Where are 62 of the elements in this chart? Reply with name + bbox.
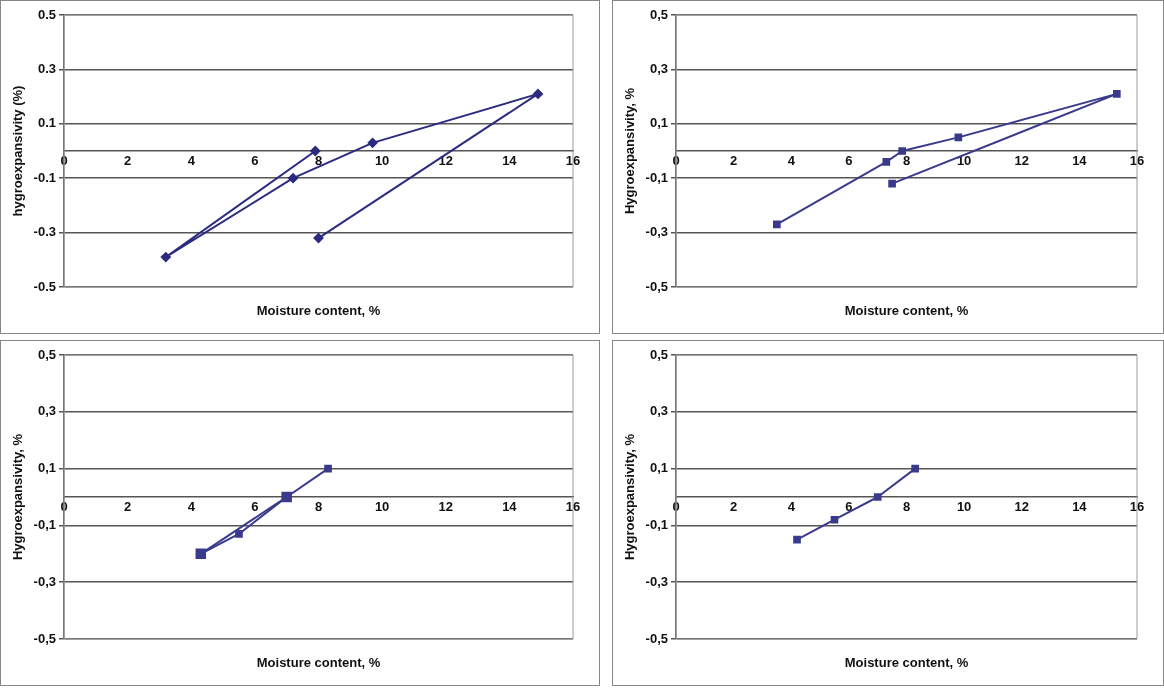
y-tick-label: -0,3 (33, 573, 56, 589)
x-tick-label: 2 (124, 153, 132, 169)
y-tick-label: 0,3 (37, 403, 56, 419)
x-tick-label: 6 (845, 153, 853, 169)
y-tick-label: -0,5 (645, 278, 668, 294)
x-tick-label: 14 (502, 499, 518, 515)
x-tick-label: 6 (845, 499, 853, 515)
y-tick-label: -0,5 (645, 630, 668, 646)
x-tick-label: 6 (251, 499, 259, 515)
x-tick-label: 14 (1072, 499, 1088, 515)
x-tick-label: 10 (374, 153, 390, 169)
y-tick-label: -0,1 (645, 169, 668, 185)
x-axis-title: Moisture content, % (256, 302, 381, 318)
x-tick-label: 8 (902, 499, 911, 515)
x-tick-label: 8 (314, 499, 323, 515)
x-tick-label: 14 (1072, 153, 1088, 169)
y-tick-label: 0,1 (649, 115, 668, 131)
y-tick-label: 0,1 (649, 460, 668, 476)
x-tick-label: 16 (1129, 153, 1145, 169)
x-tick-label: 4 (787, 499, 796, 515)
y-tick-label: -0,1 (645, 516, 668, 532)
y-axis-title: Hygroexpansivity, % (10, 433, 26, 561)
x-axis-title: Moisture content, % (844, 654, 969, 670)
x-tick-label: 2 (730, 499, 738, 515)
y-tick-label: 0,5 (649, 6, 668, 22)
y-axis-title: hygroexpansivity (%) (10, 85, 26, 217)
x-tick-label: 12 (1014, 153, 1029, 169)
y-tick-label: 0,5 (37, 346, 56, 362)
x-tick-label: 4 (187, 499, 196, 515)
x-tick-label: 2 (730, 153, 738, 169)
x-tick-label: 16 (1129, 499, 1145, 515)
y-tick-label: -0,1 (33, 516, 56, 532)
x-tick-label: 4 (187, 153, 196, 169)
y-tick-label: 0,1 (37, 460, 56, 476)
x-tick-label: 6 (251, 153, 259, 169)
x-tick-label: 16 (565, 153, 581, 169)
x-tick-label: 8 (314, 153, 323, 169)
x-tick-label: 4 (787, 153, 796, 169)
y-tick-label: 0,3 (649, 403, 668, 419)
y-tick-label: -0.3 (33, 224, 56, 240)
x-tick-label: 16 (565, 499, 581, 515)
x-tick-label: 8 (902, 153, 911, 169)
y-tick-label: 0.3 (37, 60, 56, 76)
x-tick-label: 10 (956, 499, 972, 515)
y-tick-label: -0,3 (645, 573, 668, 589)
x-tick-label: 12 (1014, 499, 1029, 515)
y-axis-title: Hygroexpansivity, % (622, 87, 638, 215)
x-axis-title: Moisture content, % (256, 654, 381, 670)
y-tick-label: -0.1 (33, 169, 56, 185)
y-tick-label: 0,3 (649, 60, 668, 76)
y-tick-label: 0.1 (37, 115, 56, 131)
x-axis-title: Moisture content, % (844, 302, 969, 318)
y-tick-label: 0.5 (37, 6, 56, 22)
x-tick-label: 12 (438, 499, 453, 515)
y-tick-label: -0,3 (645, 224, 668, 240)
y-tick-label: 0,5 (649, 346, 668, 362)
y-tick-label: -0.5 (33, 278, 56, 294)
y-axis-title: Hygroexpansivity, % (622, 433, 638, 561)
x-tick-label: 14 (502, 153, 518, 169)
y-tick-label: -0,5 (33, 630, 56, 646)
x-tick-label: 10 (374, 499, 390, 515)
x-tick-label: 2 (124, 499, 132, 515)
